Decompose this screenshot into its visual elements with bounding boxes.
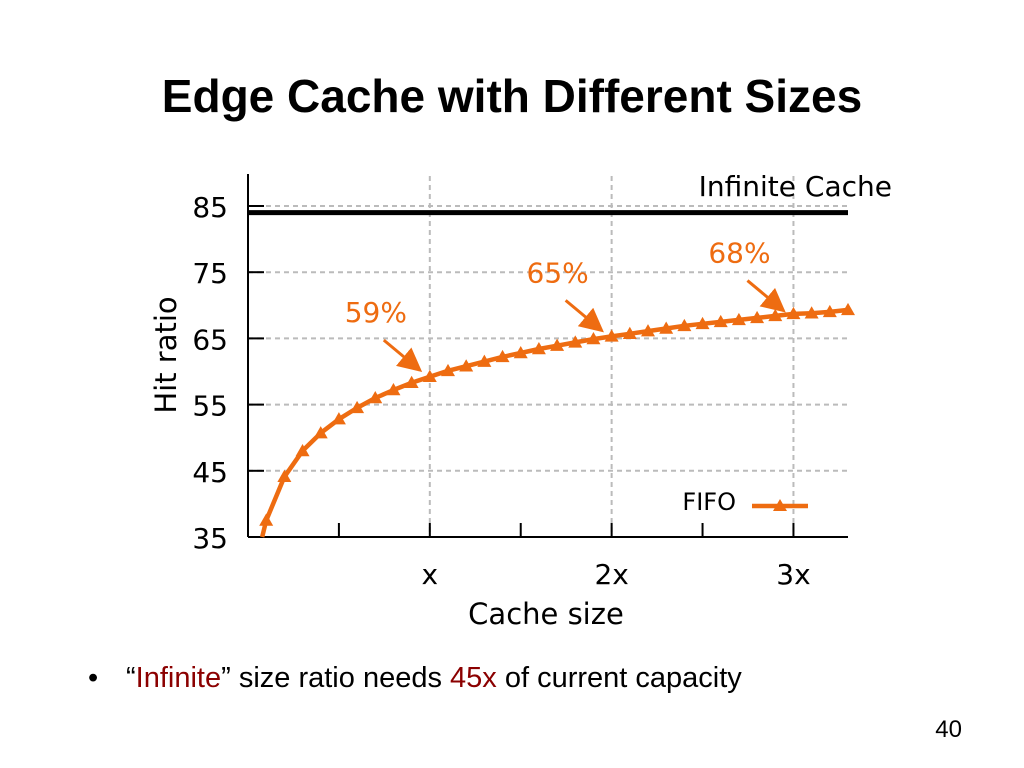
bullet-open-quote: “ bbox=[126, 662, 136, 694]
data-point bbox=[350, 400, 365, 414]
y-tick-label: 55 bbox=[192, 390, 228, 423]
data-point bbox=[441, 363, 455, 377]
x-tick-label: x bbox=[422, 558, 439, 591]
data-point bbox=[386, 383, 401, 396]
data-point bbox=[804, 306, 819, 319]
bullet-point: • “Infinite” size ratio needs 45x of curr… bbox=[88, 658, 742, 698]
data-point bbox=[459, 359, 474, 372]
data-point bbox=[568, 335, 583, 348]
data-point bbox=[531, 341, 546, 355]
data-point bbox=[750, 310, 765, 324]
bullet-symbol: • bbox=[88, 662, 99, 694]
series-line bbox=[259, 307, 849, 538]
bullet-highlight-infinite: Infinite bbox=[135, 662, 222, 694]
series-group bbox=[259, 302, 855, 538]
data-point bbox=[768, 308, 783, 322]
data-point bbox=[313, 426, 328, 439]
data-point bbox=[786, 306, 801, 320]
x-axis-label: Cache size bbox=[468, 597, 624, 631]
data-point bbox=[513, 345, 528, 359]
annotation-arrow bbox=[564, 299, 604, 333]
data-point bbox=[368, 390, 383, 404]
reference-line-group: Infinite Cache bbox=[248, 170, 892, 216]
data-point bbox=[550, 338, 565, 351]
slide-title: Edge Cache with Different Sizes bbox=[161, 70, 863, 122]
y-tick-label: 45 bbox=[192, 456, 228, 489]
bullet-highlight-45x: 45x bbox=[450, 662, 497, 694]
bullet-text-1: ” size ratio needs bbox=[221, 662, 451, 694]
data-point bbox=[695, 316, 710, 330]
annotation-arrow bbox=[746, 279, 786, 313]
legend-marker bbox=[773, 499, 787, 511]
y-tick-label: 35 bbox=[192, 522, 228, 555]
data-point bbox=[622, 326, 637, 340]
bullet-text-2: of current capacity bbox=[496, 662, 742, 694]
annotation-label: 65% bbox=[527, 256, 589, 289]
reference-line-label: Infinite Cache bbox=[699, 170, 892, 203]
data-point bbox=[277, 469, 292, 483]
data-point bbox=[295, 443, 310, 457]
grid bbox=[248, 176, 848, 537]
data-point bbox=[713, 314, 728, 328]
annotation-label: 68% bbox=[708, 237, 770, 270]
axes: 35 45 55 65 75 85 x 2x 3x bbox=[192, 174, 848, 591]
annotation-label: 59% bbox=[345, 296, 407, 329]
annotations: 59% 65% 68% bbox=[345, 237, 786, 373]
data-point bbox=[841, 302, 855, 316]
legend-label: FIFO bbox=[682, 488, 736, 516]
data-point bbox=[477, 354, 492, 367]
data-point bbox=[641, 324, 655, 337]
data-point bbox=[659, 321, 674, 334]
data-point bbox=[822, 304, 837, 318]
y-tick-label: 75 bbox=[192, 257, 228, 290]
data-point bbox=[331, 412, 346, 425]
x-tick-label: 2x bbox=[594, 558, 628, 591]
data-point bbox=[259, 513, 274, 526]
data-point bbox=[604, 329, 619, 342]
y-axis-label: Hit ratio bbox=[149, 296, 183, 413]
data-point bbox=[404, 375, 419, 389]
data-point bbox=[422, 369, 437, 383]
annotation-arrow bbox=[382, 338, 423, 373]
y-tick-label: 65 bbox=[192, 323, 228, 356]
data-point bbox=[495, 349, 510, 363]
y-tick-label: 85 bbox=[192, 191, 228, 224]
legend: FIFO bbox=[682, 488, 808, 516]
data-point bbox=[586, 332, 601, 345]
data-point bbox=[731, 312, 746, 326]
data-point bbox=[677, 318, 692, 332]
page-number: 40 bbox=[935, 716, 962, 743]
x-tick-label: 3x bbox=[776, 558, 810, 591]
